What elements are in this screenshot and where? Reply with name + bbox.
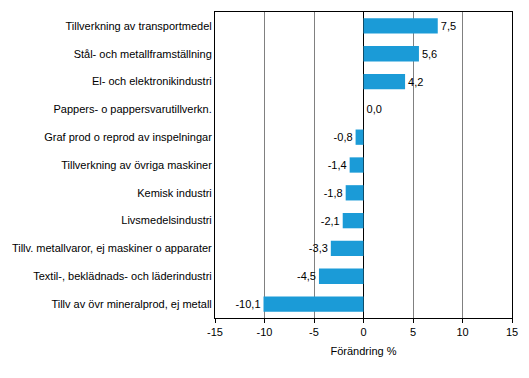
svg-text:-4,5: -4,5 (297, 270, 316, 282)
svg-text:Tillv. metallvaror, ej maskine: Tillv. metallvaror, ej maskiner o appara… (12, 242, 212, 254)
svg-text:0: 0 (360, 326, 366, 338)
svg-text:Stål- och metallframställning: Stål- och metallframställning (74, 48, 212, 60)
svg-text:-15: -15 (207, 326, 223, 338)
svg-text:-10,1: -10,1 (235, 298, 260, 310)
svg-text:El- och elektronikindustri: El- och elektronikindustri (92, 75, 212, 87)
svg-text:Tillv av övr mineralprod, ej m: Tillv av övr mineralprod, ej metall (51, 298, 211, 310)
svg-text:Textil-, beklädnads- och läder: Textil-, beklädnads- och läderindustri (33, 270, 212, 282)
svg-text:0,0: 0,0 (367, 103, 382, 115)
svg-text:4,2: 4,2 (408, 76, 423, 88)
svg-text:-2,1: -2,1 (321, 215, 340, 227)
svg-text:7,5: 7,5 (441, 20, 456, 32)
svg-text:15: 15 (506, 326, 518, 338)
svg-text:Tillverkning av övriga maskine: Tillverkning av övriga maskiner (61, 159, 212, 171)
svg-text:Kemisk industri: Kemisk industri (137, 187, 212, 199)
svg-text:5,6: 5,6 (422, 48, 437, 60)
svg-text:5: 5 (410, 326, 416, 338)
svg-text:-1,8: -1,8 (324, 187, 343, 199)
svg-text:-5: -5 (309, 326, 319, 338)
svg-text:-1,4: -1,4 (328, 159, 347, 171)
svg-text:Pappers- o pappersvarutillverk: Pappers- o pappersvarutillverkn. (53, 103, 211, 115)
svg-text:Livsmedelsindustri: Livsmedelsindustri (121, 214, 211, 226)
svg-text:Tillverkning av transportmedel: Tillverkning av transportmedel (65, 20, 211, 32)
svg-text:-0,8: -0,8 (334, 131, 353, 143)
svg-text:Förändring %: Förändring % (330, 345, 396, 357)
svg-text:-10: -10 (257, 326, 273, 338)
svg-text:-3,3: -3,3 (309, 242, 328, 254)
svg-text:10: 10 (456, 326, 468, 338)
svg-text:Graf prod o reprod av inspelni: Graf prod o reprod av inspelningar (44, 131, 212, 143)
